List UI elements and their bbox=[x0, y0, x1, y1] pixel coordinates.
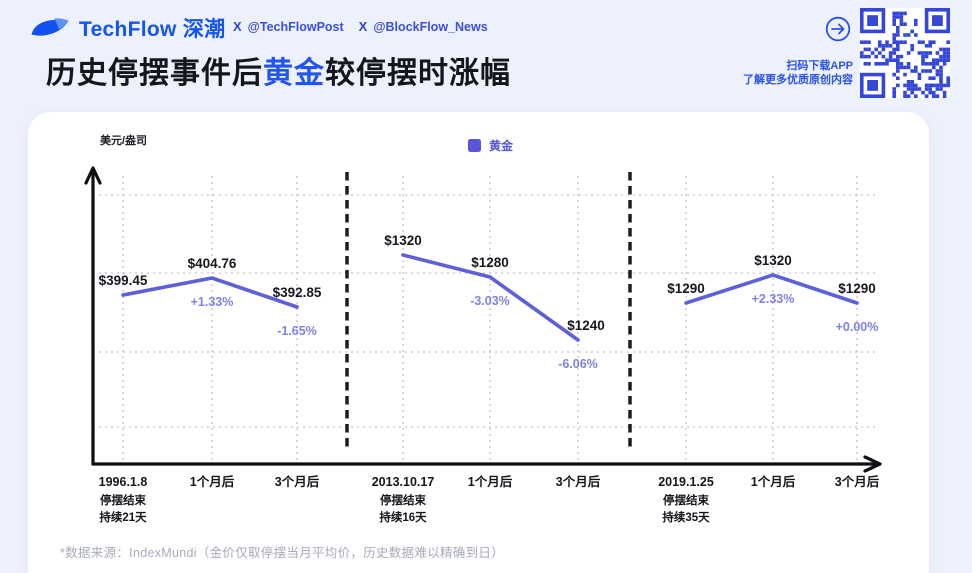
svg-text:停摆结束: 停摆结束 bbox=[663, 493, 709, 507]
x-logo-icon: X bbox=[233, 19, 242, 34]
svg-text:-3.03%: -3.03% bbox=[470, 294, 510, 308]
page-title: 历史停摆事件后黄金较停摆时涨幅 bbox=[46, 48, 511, 92]
svg-text:$1320: $1320 bbox=[384, 233, 422, 248]
svg-text:1996.1.8: 1996.1.8 bbox=[99, 475, 148, 489]
svg-text:$1280: $1280 bbox=[471, 255, 509, 270]
chart-card: 美元/盎司 黄金 $399.45 1996.1.8 $404.76 +1.33% 1个月… bbox=[28, 112, 929, 573]
svg-text:$1290: $1290 bbox=[838, 281, 876, 296]
svg-text:$1320: $1320 bbox=[754, 253, 792, 268]
svg-text:2013.10.17: 2013.10.17 bbox=[372, 475, 435, 489]
svg-text:3个月后: 3个月后 bbox=[556, 474, 601, 489]
legend-label: 黄金 bbox=[489, 139, 514, 153]
svg-text:持续35天: 持续35天 bbox=[662, 510, 710, 524]
svg-text:$399.45: $399.45 bbox=[99, 273, 148, 288]
twitter-handle-blockflow-news[interactable]: X @BlockFlow_News bbox=[359, 19, 488, 34]
qr-caption: 扫码下载APP 了解更多优质原创内容 bbox=[650, 59, 853, 87]
shutdown-gold-line-chart: $399.45 1996.1.8 $404.76 +1.33% 1个月后 $392.85 -… bbox=[84, 166, 882, 524]
handle-text: @BlockFlow_News bbox=[373, 19, 488, 34]
svg-text:+1.33%: +1.33% bbox=[191, 295, 234, 309]
data-source-note: *数据来源：IndexMundi（金价仅取停摆当月平均价，历史数据难以精确到日） bbox=[60, 546, 504, 560]
svg-text:-1.65%: -1.65% bbox=[277, 324, 317, 338]
arrow-right-circle-icon bbox=[825, 16, 851, 42]
title-suffix: 较停摆时涨幅 bbox=[325, 57, 511, 90]
brand-logo: TechFlow 深潮 bbox=[30, 13, 225, 43]
twitter-handle-techflowpost[interactable]: X @TechFlowPost bbox=[233, 19, 344, 34]
handle-text: @TechFlowPost bbox=[247, 19, 344, 34]
svg-text:$1290: $1290 bbox=[667, 281, 705, 296]
svg-text:2019.1.25: 2019.1.25 bbox=[658, 475, 714, 489]
chart-legend: 黄金 bbox=[468, 137, 513, 154]
title-highlight: 黄金 bbox=[263, 57, 325, 90]
svg-text:1个月后: 1个月后 bbox=[468, 474, 513, 489]
svg-text:$392.85: $392.85 bbox=[273, 285, 322, 300]
svg-text:-6.06%: -6.06% bbox=[558, 357, 598, 371]
x-logo-icon: X bbox=[358, 19, 368, 34]
qr-caption-line1: 扫码下载APP bbox=[786, 60, 853, 72]
qr-caption-line2: 了解更多优质原创内容 bbox=[743, 74, 853, 86]
legend-swatch bbox=[468, 139, 481, 152]
svg-text:持续16天: 持续16天 bbox=[379, 510, 427, 524]
svg-text:停摆结束: 停摆结束 bbox=[380, 493, 426, 507]
qr-code bbox=[860, 8, 950, 98]
svg-text:停摆结束: 停摆结束 bbox=[100, 493, 146, 507]
svg-text:$404.76: $404.76 bbox=[188, 256, 237, 271]
svg-text:3个月后: 3个月后 bbox=[275, 474, 320, 489]
svg-text:+2.33%: +2.33% bbox=[752, 292, 795, 306]
y-axis-unit-label: 美元/盎司 bbox=[100, 135, 148, 147]
social-handles: X @TechFlowPost X @BlockFlow_News bbox=[233, 19, 488, 34]
download-arrow-button[interactable] bbox=[825, 16, 851, 42]
svg-text:1个月后: 1个月后 bbox=[190, 474, 235, 489]
svg-text:3个月后: 3个月后 bbox=[835, 474, 880, 489]
brand-name: TechFlow 深潮 bbox=[79, 18, 226, 41]
brand-leaf-icon bbox=[31, 18, 69, 36]
svg-text:$1240: $1240 bbox=[567, 318, 605, 333]
svg-text:1个月后: 1个月后 bbox=[751, 474, 796, 489]
title-prefix: 历史停摆事件后 bbox=[46, 57, 263, 90]
svg-text:+0.00%: +0.00% bbox=[836, 320, 879, 334]
svg-text:持续21天: 持续21天 bbox=[99, 510, 147, 524]
qr-code-image bbox=[860, 8, 950, 98]
